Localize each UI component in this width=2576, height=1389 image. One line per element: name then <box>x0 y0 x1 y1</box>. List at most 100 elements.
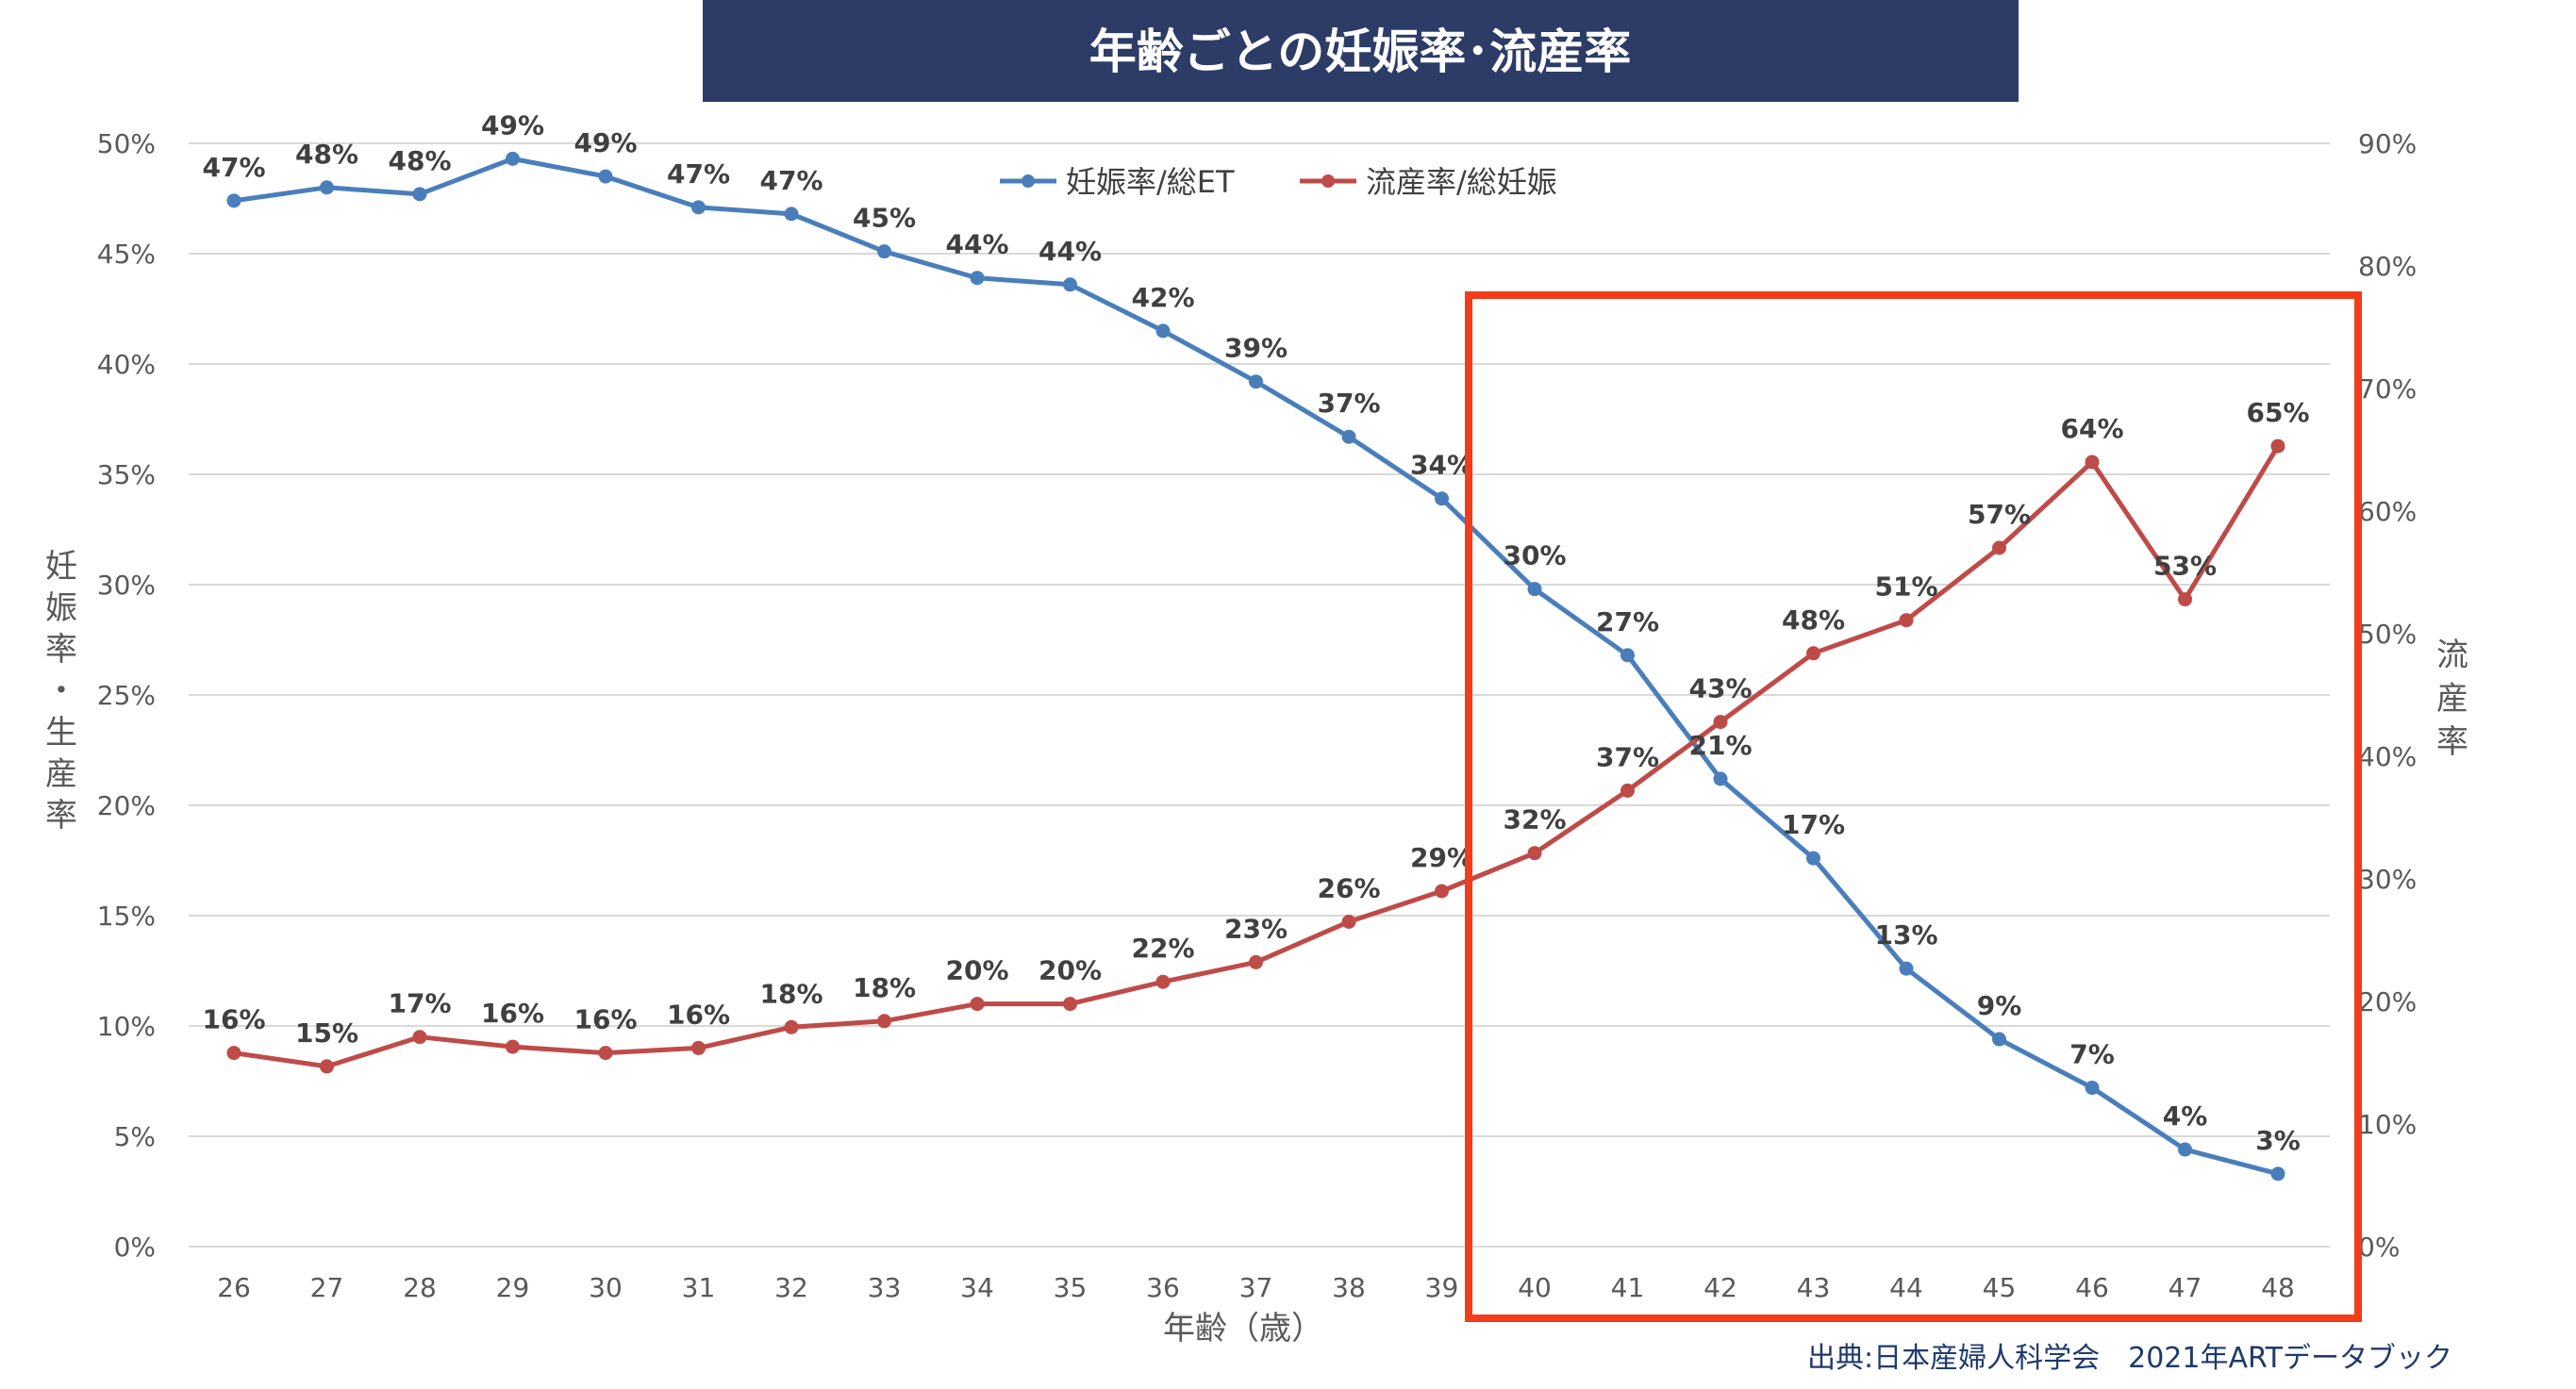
y-axis-left-title: 妊娠率・生産率 <box>45 548 77 835</box>
miscarriage-point <box>320 1059 334 1074</box>
x-tick-label: 32 <box>774 1272 808 1303</box>
y-left-title-char: 娠 <box>45 589 77 627</box>
pregnancy-point <box>1249 374 1263 389</box>
miscarriage-data-label: 16% <box>667 999 730 1030</box>
legend: 妊娠率/総ET 流産率/総妊娠 <box>1000 164 1557 200</box>
x-tick-label: 46 <box>2075 1272 2109 1303</box>
miscarriage-point <box>1992 540 2006 555</box>
y-left-tick-label: 50% <box>97 128 156 159</box>
miscarriage-point <box>506 1039 520 1054</box>
pregnancy-data-label: 45% <box>853 203 916 234</box>
y-right-tick-label: 90% <box>2358 128 2417 159</box>
y-left-title-char: 妊 <box>45 548 77 586</box>
y-left-tick-label: 20% <box>97 790 156 821</box>
y-left-tick-label: 15% <box>97 901 156 932</box>
miscarriage-point <box>1341 915 1356 929</box>
pregnancy-data-label: 4% <box>2163 1100 2208 1132</box>
miscarriage-point <box>2270 438 2285 454</box>
miscarriage-point <box>2085 455 2100 470</box>
miscarriage-point <box>877 1014 891 1029</box>
pregnancy-data-label: 49% <box>481 109 544 141</box>
pregnancy-data-label: 48% <box>388 145 451 176</box>
highlight-box-age-40-48 <box>1465 291 2362 1322</box>
pregnancy-data-label: 37% <box>1317 388 1380 419</box>
x-axis-title: 年齢（歳） <box>1163 1310 1323 1348</box>
y-axis-left-ticks: 0% 5% 10% 15% 20% 25% 30% 35% 40% 45% 50% <box>97 128 156 1263</box>
pregnancy-data-label: 47% <box>202 152 265 183</box>
y-left-tick-label: 25% <box>97 680 156 711</box>
miscarriage-data-label: 43% <box>1688 673 1752 704</box>
miscarriage-point <box>1527 846 1542 861</box>
pregnancy-point <box>1527 582 1542 597</box>
miscarriage-data-label: 48% <box>1782 604 1845 636</box>
y-right-title-char: 産 <box>2436 680 2468 718</box>
pregnancy-data-label: 21% <box>1688 730 1752 761</box>
pregnancy-point <box>970 271 985 286</box>
miscarriage-data-label: 65% <box>2246 397 2309 428</box>
miscarriage-data-label: 26% <box>1317 873 1380 904</box>
pregnancy-point <box>2085 1081 2100 1096</box>
miscarriage-data-label: 29% <box>1410 842 1473 873</box>
pregnancy-data-label: 27% <box>1596 606 1659 637</box>
pregnancy-point <box>691 200 706 215</box>
pregnancy-point <box>2270 1166 2285 1182</box>
y-left-tick-label: 45% <box>97 239 156 270</box>
x-tick-label: 43 <box>1797 1272 1831 1303</box>
pregnancy-point <box>598 169 613 184</box>
x-tick-label: 40 <box>1518 1272 1552 1303</box>
x-tick-label: 38 <box>1332 1272 1366 1303</box>
x-tick-label: 27 <box>310 1272 344 1303</box>
x-tick-label: 48 <box>2261 1272 2295 1303</box>
pregnancy-data-label: 17% <box>1782 809 1845 840</box>
x-tick-label: 36 <box>1146 1272 1180 1303</box>
data-labels: 47% 48% 48% 49% 49% 47% 47% 45% 44% 44% 42% 39% 37% 3… <box>202 109 2309 1155</box>
y-right-tick-label: 10% <box>2358 1109 2417 1140</box>
x-tick-label: 30 <box>589 1272 623 1303</box>
miscarriage-data-label: 22% <box>1131 933 1194 964</box>
y-right-title-char: 流 <box>2436 637 2468 674</box>
y-right-tick-label: 40% <box>2358 741 2417 772</box>
x-tick-label: 44 <box>1889 1272 1923 1303</box>
y-axis-right-title: 流産率 <box>2436 637 2468 761</box>
miscarriage-data-label: 32% <box>1503 804 1566 835</box>
y-left-tick-label: 30% <box>97 570 156 601</box>
miscarriage-data-label: 20% <box>1039 955 1102 986</box>
miscarriage-point <box>1155 974 1171 989</box>
y-right-tick-label: 50% <box>2358 619 2417 650</box>
pregnancy-data-label: 48% <box>295 139 358 170</box>
miscarriage-point <box>1620 783 1635 798</box>
x-tick-label: 26 <box>217 1272 251 1303</box>
y-right-tick-label: 0% <box>2358 1232 2400 1263</box>
y-right-tick-label: 70% <box>2358 373 2417 405</box>
miscarriage-data-label: 20% <box>945 955 1008 986</box>
pregnancy-point <box>1341 429 1356 444</box>
miscarriage-point <box>1899 613 1914 628</box>
x-tick-label: 35 <box>1054 1272 1088 1303</box>
pregnancy-point <box>2178 1142 2192 1157</box>
pregnancy-data-label: 47% <box>667 158 730 190</box>
pregnancy-point <box>506 151 520 166</box>
y-left-tick-label: 40% <box>97 349 156 380</box>
pregnancy-point <box>1806 851 1820 866</box>
y-right-tick-label: 20% <box>2358 986 2417 1017</box>
title-banner <box>703 0 2019 102</box>
miscarriage-data-label: 17% <box>388 988 451 1019</box>
miscarriage-point <box>970 997 985 1012</box>
pregnancy-point <box>1713 771 1728 786</box>
miscarriage-data-label: 53% <box>2153 551 2217 582</box>
x-tick-label: 31 <box>682 1272 716 1303</box>
pregnancy-data-label: 13% <box>1874 919 1937 951</box>
pregnancy-point <box>1435 491 1449 506</box>
y-left-title-char: 率 <box>45 797 77 835</box>
chart-title: 年齢ごとの妊娠率･流産率 <box>1089 25 1632 79</box>
y-left-tick-label: 35% <box>97 459 156 490</box>
miscarriage-point <box>2178 592 2192 607</box>
y-left-title-char: 産 <box>45 755 77 793</box>
miscarriage-point <box>598 1046 613 1061</box>
miscarriage-data-label: 16% <box>202 1004 265 1035</box>
y-axis-right-ticks: 0% 10% 20% 30% 40% 50% 60% 70% 80% 90% <box>2358 128 2417 1263</box>
y-right-title-char: 率 <box>2436 723 2468 761</box>
miscarriage-data-label: 23% <box>1224 913 1288 944</box>
x-tick-label: 37 <box>1239 1272 1273 1303</box>
